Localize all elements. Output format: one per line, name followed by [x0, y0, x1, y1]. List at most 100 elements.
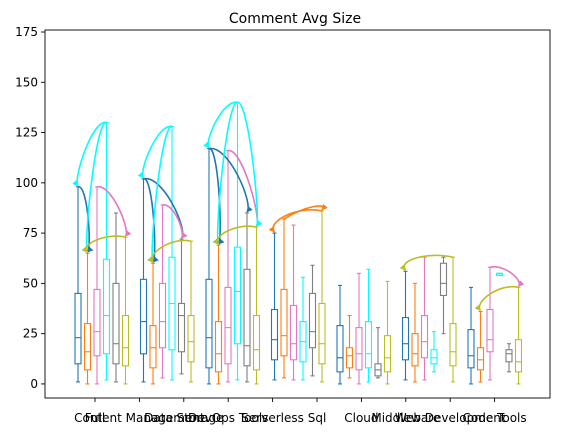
box-4-3: [364, 268, 373, 383]
arrow-12: [208, 147, 253, 213]
arrow-5: [142, 178, 159, 263]
box-iqr: [514, 339, 523, 373]
box-iqr: [336, 325, 344, 373]
box-iqr: [289, 304, 298, 361]
arrow-19: [268, 209, 323, 233]
box-iqr: [112, 282, 120, 365]
y-tick-label: 175: [15, 25, 38, 39]
box-1-4: [177, 238, 186, 375]
box-iqr: [121, 315, 130, 367]
box-2-0: [205, 148, 213, 385]
box-iqr: [318, 302, 326, 365]
box-6-2: [486, 266, 494, 381]
box-3-1: [280, 218, 288, 379]
box-group-5: [401, 256, 457, 383]
box-iqr: [214, 321, 223, 373]
y-tick-label: 50: [23, 276, 38, 290]
box-iqr: [411, 333, 419, 367]
box-iqr: [345, 347, 354, 369]
box-2-5: [252, 226, 261, 385]
box-3-2: [289, 224, 298, 381]
box-5-5: [449, 256, 457, 383]
arrow-10: [147, 239, 192, 263]
box-iqr: [355, 327, 363, 371]
box-1-1: [149, 262, 157, 385]
box-iqr: [467, 329, 475, 369]
box-iqr: [280, 288, 288, 357]
arrow-3: [81, 121, 108, 253]
arrow-2: [72, 121, 107, 187]
box-iqr: [149, 325, 157, 369]
box-iqr: [505, 349, 513, 363]
box-iqr: [139, 278, 148, 355]
arrow-4: [81, 235, 126, 253]
x-tick-label: Cloud: [344, 411, 378, 425]
box-iqr: [476, 347, 485, 371]
x-tick-label: Middleware: [371, 411, 440, 425]
arrow-16: [236, 101, 263, 227]
box-4-2: [355, 272, 363, 385]
box-2-1: [214, 244, 223, 385]
box-3-5: [318, 210, 326, 383]
box-6-1: [476, 310, 485, 383]
box-iqr: [486, 308, 494, 353]
box-3-0: [270, 232, 279, 381]
box-4-4: [374, 327, 382, 379]
arrow-17: [212, 225, 257, 245]
box-4-5: [383, 280, 392, 385]
box-0-1: [83, 252, 92, 385]
box-iqr: [439, 262, 448, 296]
arrow-14: [203, 101, 238, 149]
arrow-18: [283, 203, 328, 220]
x-tick-label: Serverless: [241, 411, 304, 425]
y-tick-label: 0: [30, 377, 38, 391]
box-iqr: [252, 315, 261, 371]
box-3-4: [308, 264, 317, 377]
box-group-4: [336, 268, 392, 385]
box-2-2: [224, 150, 232, 383]
box-1-0: [139, 178, 148, 383]
box-iqr: [224, 286, 232, 365]
y-tick-label: 75: [23, 226, 38, 240]
box-group-1: [139, 125, 195, 385]
box-6-5: [514, 286, 523, 385]
box-iqr: [401, 317, 410, 361]
x-tick-label: Sql: [308, 411, 327, 425]
box-group-2: [205, 101, 261, 385]
box-0-2: [93, 186, 101, 385]
box-iqr: [177, 302, 186, 353]
y-axis: 0 25 50 75 100 125 150 175: [15, 25, 45, 391]
chart-title: Comment Avg Size: [229, 11, 361, 27]
arrow-7: [162, 204, 188, 239]
axes-frame: [44, 29, 551, 399]
x-tick-label: DevOps Tools: [188, 411, 268, 425]
box-iqr: [383, 335, 392, 373]
x-tick-label: Code Tools: [463, 411, 527, 425]
x-tick-label: Full: [85, 411, 106, 425]
x-tick-label: Web Development: [395, 411, 506, 425]
arrow-22: [474, 285, 519, 312]
arrow-1: [96, 186, 132, 237]
box-iqr: [430, 349, 438, 365]
box-0-0: [74, 186, 82, 383]
y-tick-label: 100: [15, 176, 38, 190]
box-6-3: [495, 272, 504, 276]
box-iqr: [93, 288, 101, 357]
box-5-4: [439, 256, 448, 335]
box-group-6: [467, 266, 523, 385]
plot-frame: [44, 29, 551, 399]
box-group-3: [270, 210, 326, 383]
plot-area: [72, 101, 525, 385]
box-iqr: [187, 315, 195, 363]
box-iqr: [205, 278, 213, 369]
box-iqr: [233, 246, 242, 345]
box-iqr: [449, 323, 457, 367]
box-5-1: [411, 282, 419, 383]
arrow-8: [137, 125, 173, 179]
box-iqr: [158, 282, 167, 349]
box-0-4: [112, 212, 120, 383]
box-3-3: [299, 276, 307, 381]
y-tick-label: 150: [15, 75, 38, 89]
box-6-0: [467, 286, 475, 385]
